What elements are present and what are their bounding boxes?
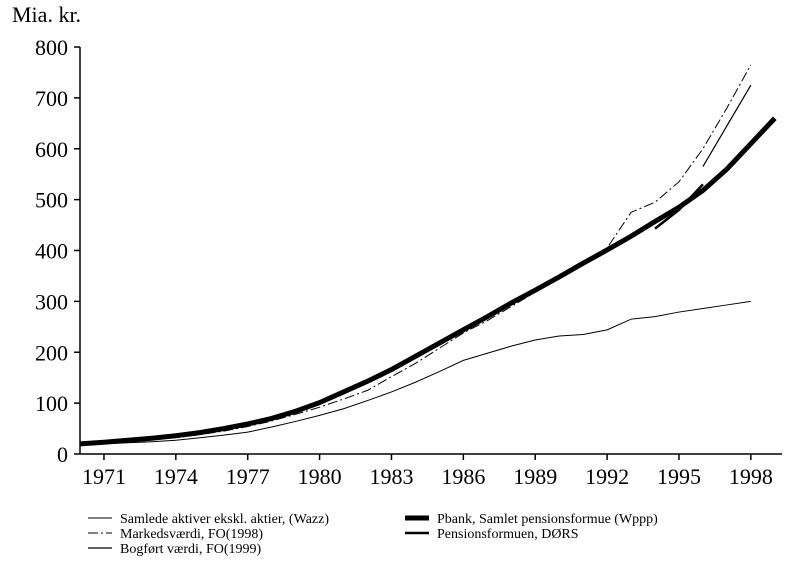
legend-label: Markedsværdi, FO(1998)	[120, 527, 263, 542]
y-tick-label: 300	[35, 289, 68, 314]
y-tick-label: 500	[35, 188, 68, 213]
legend-label: Samlede aktiver ekskl. aktier, (Wazz)	[120, 512, 329, 527]
series-line	[654, 183, 704, 230]
y-tick-label: 0	[57, 442, 68, 467]
series-line	[151, 64, 752, 441]
y-tick-label: 600	[35, 137, 68, 162]
y-tick-label: 700	[35, 86, 68, 111]
y-tick-label: 400	[35, 239, 68, 264]
x-tick-label: 1980	[298, 464, 342, 489]
y-axis-label: Mia. kr.	[12, 2, 81, 27]
series-line	[79, 300, 751, 446]
y-tick-label: 800	[35, 35, 68, 60]
legend-label: Pbank, Samlet pensionsformue (Wppp)	[437, 512, 658, 527]
y-tick-label: 100	[35, 391, 68, 416]
legend-label: Pensionsformuen, DØRS	[437, 527, 579, 542]
x-tick-label: 1998	[729, 464, 773, 489]
x-tick-label: 1992	[585, 464, 629, 489]
legend-label: Bogført værdi, FO(1999)	[120, 542, 262, 557]
x-tick-label: 1995	[657, 464, 701, 489]
y-tick-label: 200	[35, 340, 68, 365]
x-tick-label: 1983	[369, 464, 413, 489]
x-tick-label: 1971	[82, 464, 126, 489]
series-line	[702, 84, 752, 167]
x-tick-label: 1986	[441, 464, 485, 489]
x-tick-label: 1974	[154, 464, 198, 489]
series-line	[79, 116, 777, 447]
x-tick-label: 1989	[513, 464, 557, 489]
x-tick-label: 1977	[226, 464, 270, 489]
